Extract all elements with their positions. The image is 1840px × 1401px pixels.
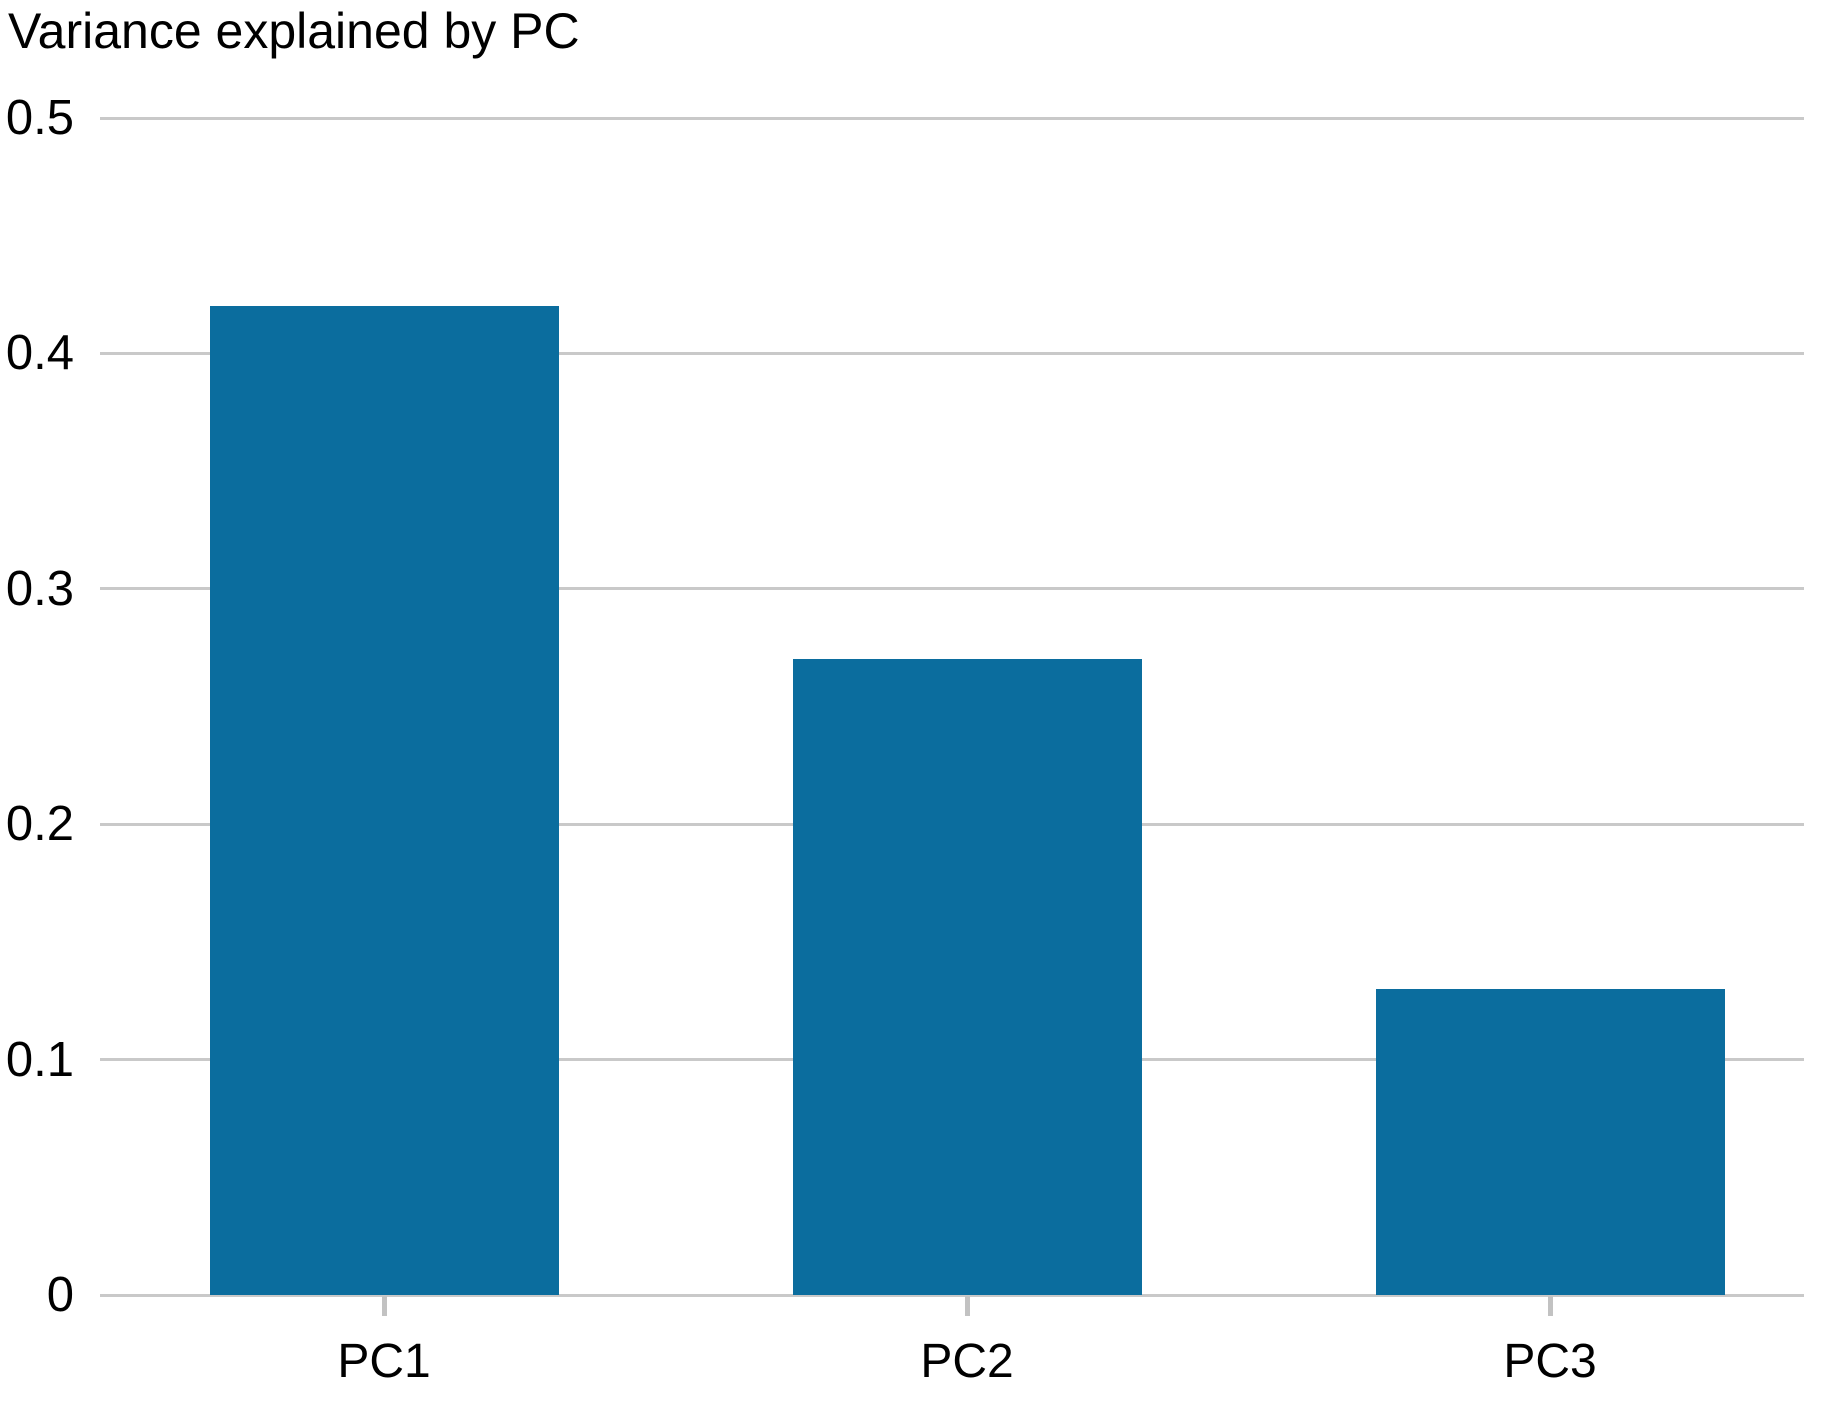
y-tick-label-0.5: 0.5 (5, 91, 74, 145)
bar-pc3 (1375, 988, 1725, 1295)
y-gridline-0 (100, 1293, 1804, 1297)
y-gridline-0.4 (100, 351, 1804, 355)
x-axis-label-pc3: PC3 (1503, 1335, 1597, 1388)
y-tick-label-0.3: 0.3 (5, 561, 74, 616)
y-tick-label-0.1: 0.1 (5, 1032, 74, 1087)
y-tick-label-0.2: 0.2 (5, 797, 74, 852)
chart-title: Variance explained by PC (8, 3, 580, 59)
x-axis-tick-pc2 (964, 1296, 970, 1316)
y-gridline-0.5 (100, 116, 1804, 120)
x-axis-label-pc1: PC1 (337, 1335, 431, 1388)
x-axis-tick-pc1 (381, 1296, 387, 1316)
x-axis-tick-pc3 (1547, 1296, 1553, 1316)
bar-pc2 (792, 659, 1142, 1295)
bar-pc1 (209, 306, 559, 1295)
x-axis-label-pc2: PC2 (920, 1335, 1014, 1388)
y-gridline-0.3 (100, 587, 1804, 591)
y-tick-label-0: 0 (46, 1268, 74, 1322)
y-tick-label-0.4: 0.4 (5, 326, 74, 381)
